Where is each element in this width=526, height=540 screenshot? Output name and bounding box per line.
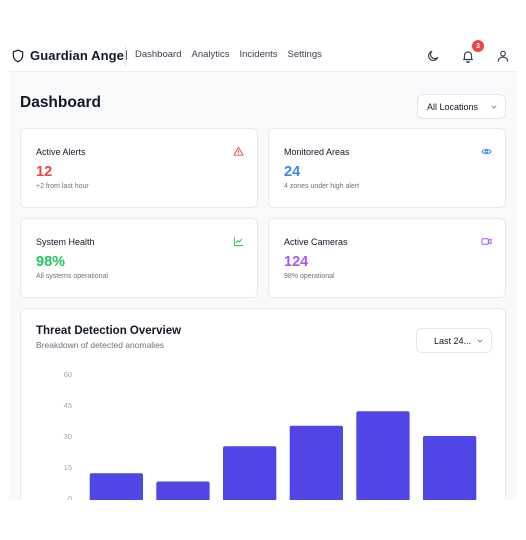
chevron-down-icon [477, 339, 483, 343]
moon-icon[interactable] [426, 49, 440, 63]
app-viewport: Guardian Angel Dashboard Analytics Incid… [9, 40, 517, 500]
stat-card-value: 24 [284, 164, 301, 180]
chart-title: Threat Detection Overview [36, 325, 182, 337]
stat-card-subtext: +2 from last hour [36, 183, 89, 190]
chart-bar[interactable] [223, 446, 277, 500]
brand-name[interactable]: Guardian Angel [30, 48, 128, 63]
stat-card-active-cameras[interactable]: Active Cameras 124 98% operational [268, 218, 506, 298]
time-range-select-value: Last 24... [434, 336, 472, 346]
chart-subtitle: Breakdown of detected anomalies [36, 340, 165, 350]
nav-incidents[interactable]: Incidents [239, 49, 278, 60]
stat-card-subtext: 98% operational [284, 273, 335, 280]
bell-icon[interactable] [461, 49, 475, 63]
page-title: Dashboard [20, 94, 101, 111]
threat-detection-card: Threat Detection Overview Breakdown of d… [20, 308, 506, 500]
stat-card-monitored-areas[interactable]: Monitored Areas 24 4 zones under high al… [268, 128, 506, 208]
location-select-value: All Locations [427, 102, 479, 112]
header-divider [125, 46, 126, 66]
location-select[interactable]: All Locations [417, 94, 506, 119]
activity-chart-icon [233, 236, 244, 247]
stat-card-value: 12 [36, 164, 53, 180]
stat-card-label: Active Alerts [36, 147, 86, 157]
stat-card-subtext: All systems operational [36, 273, 108, 280]
video-camera-icon [481, 238, 492, 245]
chart-bar[interactable] [89, 473, 143, 500]
shield-icon [12, 49, 24, 63]
eye-icon [481, 148, 492, 155]
stat-card-system-health[interactable]: System Health 98% All systems operationa… [20, 218, 258, 298]
y-axis-tick-label: 15 [64, 463, 72, 472]
notification-badge: 3 [472, 40, 484, 52]
stat-card-subtext: 4 zones under high alert [284, 183, 360, 190]
time-range-select[interactable]: Last 24... [416, 328, 492, 353]
alert-triangle-icon [233, 146, 244, 156]
stat-card-label: Active Cameras [284, 237, 348, 247]
main-nav: Dashboard Analytics Incidents Settings [135, 49, 322, 60]
stat-card-label: Monitored Areas [284, 147, 350, 157]
nav-dashboard[interactable]: Dashboard [135, 49, 182, 60]
y-axis-tick-label: 30 [64, 432, 72, 441]
y-axis-tick-label: 45 [64, 401, 72, 410]
stat-card-value: 124 [284, 254, 309, 270]
chart-bar[interactable] [356, 411, 410, 500]
stat-card-value: 98% [36, 254, 66, 270]
stat-card-label: System Health [36, 237, 95, 247]
threat-bar-chart: 0 15 30 45 60 [64, 370, 477, 501]
chart-bar[interactable] [423, 436, 477, 500]
chart-bar[interactable] [289, 425, 343, 500]
y-axis-tick-label: 60 [64, 370, 72, 379]
user-icon[interactable] [496, 49, 510, 63]
top-navigation-bar: Guardian Angel Dashboard Analytics Incid… [9, 40, 517, 72]
nav-settings[interactable]: Settings [287, 49, 322, 60]
nav-analytics[interactable]: Analytics [191, 49, 230, 60]
stat-card-active-alerts[interactable]: Active Alerts 12 +2 from last hour [20, 128, 258, 208]
y-axis-tick-label: 0 [68, 494, 72, 500]
chart-bar[interactable] [156, 481, 210, 501]
chevron-down-icon [491, 105, 497, 109]
